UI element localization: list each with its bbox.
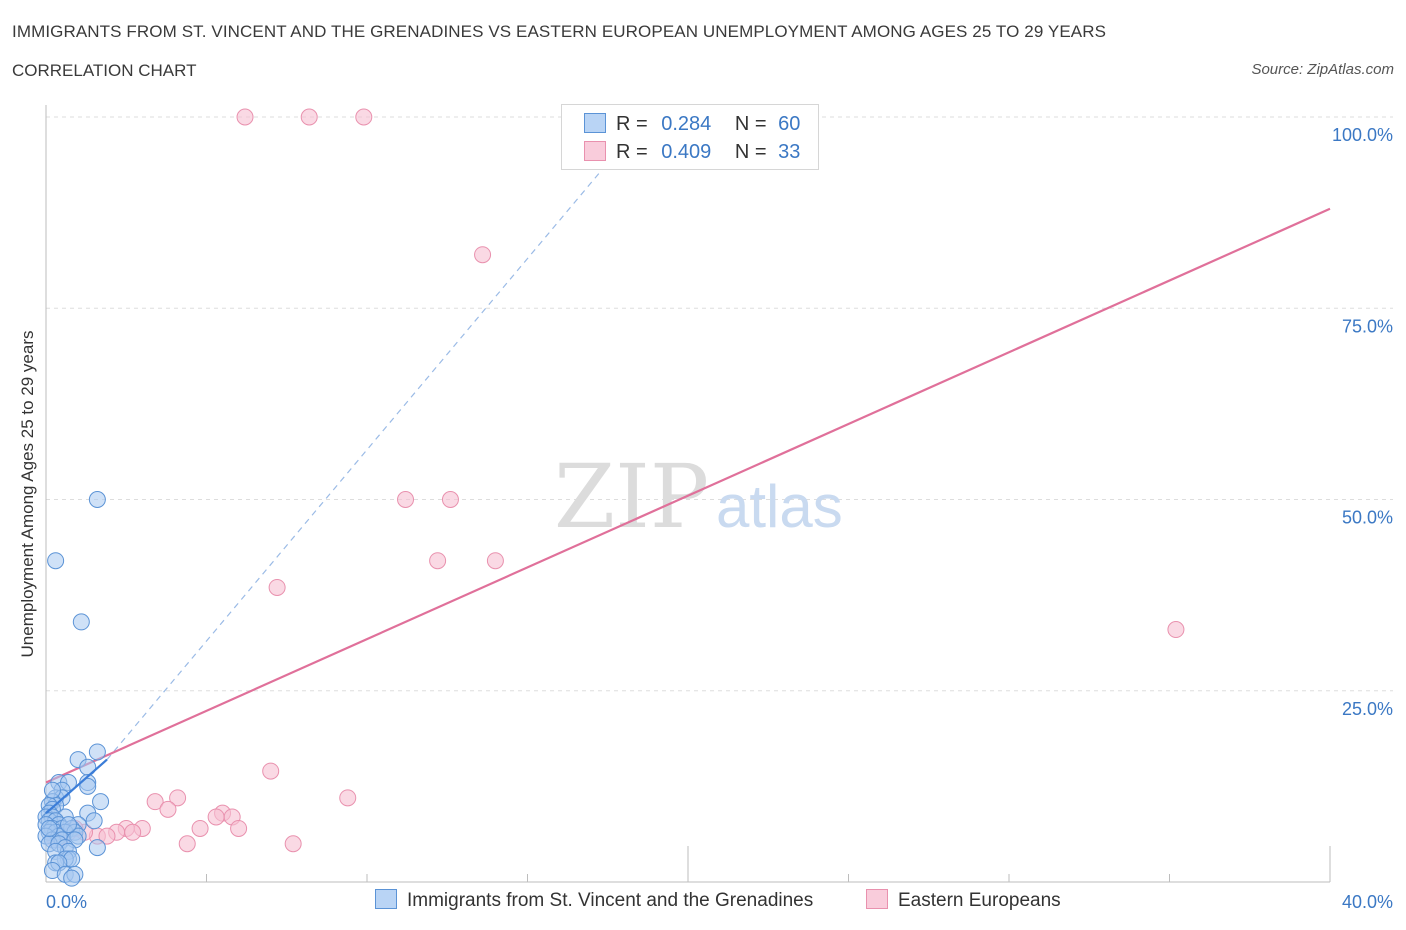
source-label: Source: ZipAtlas.com [1251, 61, 1394, 78]
data-point-series1 [43, 781, 61, 799]
data-point-series2 [207, 808, 225, 826]
watermark: ZIP atlas [554, 445, 843, 548]
data-point-series2 [169, 789, 187, 807]
correlation-legend: R = 0.284 N = 60 R = 0.409 N = 33 [561, 104, 819, 170]
data-point-series2 [146, 793, 164, 811]
bottom-legend-swatch-blue [375, 889, 397, 909]
data-point-series2 [474, 246, 492, 264]
data-point-series2 [441, 491, 459, 508]
data-point-series2 [284, 835, 302, 853]
x-tick-label: 40.0% [1342, 892, 1393, 912]
legend-n-label: N = [734, 141, 767, 163]
data-point-series1 [88, 743, 106, 761]
data-point-series1 [79, 777, 97, 795]
legend-n-value-series1: 60 [778, 113, 801, 135]
axis-labels: 25.0% 50.0% 75.0% 100.0% 0.0% 40.0% [46, 125, 1393, 912]
data-point-series2 [230, 819, 248, 837]
grid [46, 116, 1393, 692]
data-point-series2 [191, 819, 209, 837]
data-point-series1 [40, 819, 58, 837]
legend-row-series1: R = 0.284 N = 60 [584, 111, 800, 137]
y-tick-label: 50.0% [1342, 508, 1393, 528]
data-point-series2 [355, 108, 373, 126]
data-point-series1 [88, 839, 106, 857]
data-point-series2 [397, 491, 415, 508]
trend-lines [45, 162, 1331, 784]
data-point-series2 [300, 108, 318, 126]
y-tick-label: 75.0% [1342, 316, 1393, 336]
bottom-legend-label-series1: Immigrants from St. Vincent and the Gren… [407, 890, 814, 911]
legend-swatch-blue [584, 113, 606, 133]
x-tick-label: 0.0% [46, 892, 87, 912]
data-point-series2 [159, 800, 177, 818]
legend-r-value-series2: 0.409 [661, 141, 712, 163]
y-tick-label: 100.0% [1332, 125, 1393, 145]
chart-subtitle: CORRELATION CHART [12, 61, 197, 80]
data-point-series2 [268, 578, 286, 596]
legend-n-label: N = [734, 113, 767, 135]
data-point-series2 [236, 108, 254, 126]
data-point-series2 [1167, 621, 1185, 639]
legend-row-series2: R = 0.409 N = 33 [584, 139, 800, 165]
y-tick-label: 25.0% [1342, 699, 1393, 719]
legend-r-value-series1: 0.284 [661, 113, 712, 135]
legend-swatch-pink [584, 141, 606, 161]
axes [45, 105, 1331, 883]
data-point-series1 [47, 552, 65, 570]
y-axis-label: Unemployment Among Ages 25 to 29 years [18, 331, 37, 658]
data-point-series1 [88, 491, 106, 508]
data-point-series1 [63, 869, 81, 887]
data-point-series1 [72, 613, 90, 631]
data-point-series2 [124, 823, 142, 841]
trend-line-series1 [45, 758, 108, 814]
data-point-series1 [92, 793, 110, 811]
data-point-series2 [429, 552, 447, 570]
data-point-series2 [486, 552, 504, 570]
data-point-series1 [59, 816, 77, 834]
data-point-series2 [339, 789, 357, 807]
legend-r-label: R = [616, 141, 648, 163]
data-points [37, 108, 1185, 887]
watermark-atlas: atlas [716, 473, 843, 540]
data-point-series2 [262, 762, 280, 780]
trend-line-series2 [45, 207, 1331, 784]
trend-line-series1-dashed [106, 162, 609, 760]
legend-n-value-series2: 33 [778, 141, 801, 163]
legend-r-label: R = [616, 113, 648, 135]
chart-title: IMMIGRANTS FROM ST. VINCENT AND THE GREN… [12, 22, 1107, 41]
data-point-series2 [98, 827, 116, 845]
data-point-series2 [178, 835, 196, 853]
watermark-zip: ZIP [554, 445, 709, 548]
bottom-legend-series2: Eastern Europeans [866, 889, 1061, 912]
data-point-series1 [85, 812, 103, 830]
bottom-legend-series1: Immigrants from St. Vincent and the Gren… [375, 889, 813, 912]
bottom-legend-swatch-pink [866, 889, 888, 909]
bottom-legend-label-series2: Eastern Europeans [898, 890, 1061, 911]
